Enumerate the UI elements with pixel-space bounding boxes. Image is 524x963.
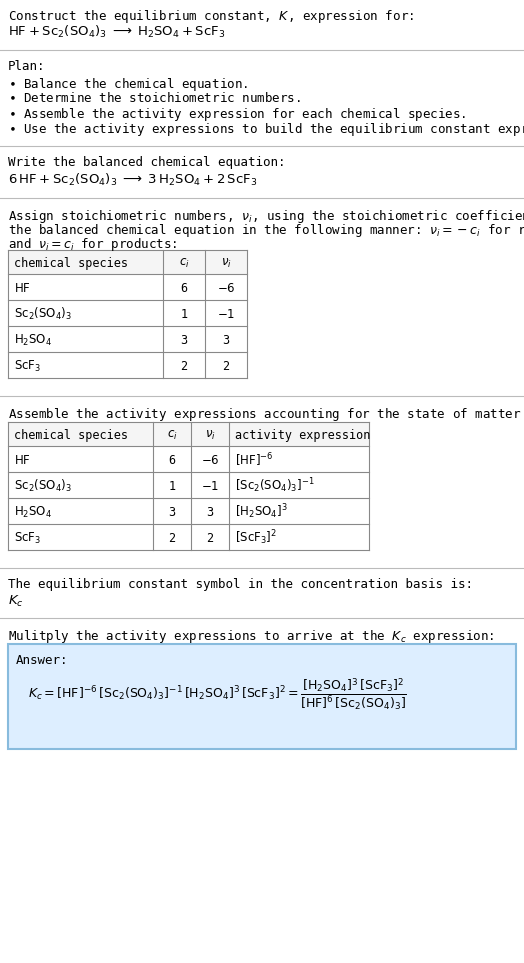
Text: Answer:: Answer:	[16, 654, 69, 667]
Text: 3: 3	[168, 506, 176, 518]
Text: 6: 6	[168, 454, 176, 466]
Text: 2: 2	[168, 532, 176, 544]
Text: $\bullet$ Assemble the activity expression for each chemical species.: $\bullet$ Assemble the activity expressi…	[8, 106, 466, 123]
Text: activity expression: activity expression	[235, 429, 370, 441]
Text: $\mathrm{ScF_3}$: $\mathrm{ScF_3}$	[14, 358, 41, 374]
Text: $K_c$: $K_c$	[8, 594, 24, 610]
Text: $[\mathrm{ScF_3}]^{2}$: $[\mathrm{ScF_3}]^{2}$	[235, 529, 277, 547]
Text: $-1$: $-1$	[217, 307, 235, 321]
Text: Plan:: Plan:	[8, 60, 46, 73]
Text: 1: 1	[180, 307, 188, 321]
Text: $\bullet$ Use the activity expressions to build the equilibrium constant express: $\bullet$ Use the activity expressions t…	[8, 121, 524, 138]
Text: $\mathrm{H_2SO_4}$: $\mathrm{H_2SO_4}$	[14, 505, 52, 520]
Text: 2: 2	[222, 359, 230, 373]
Text: $[\mathrm{HF}]^{-6}$: $[\mathrm{HF}]^{-6}$	[235, 452, 274, 469]
Text: $[\mathrm{Sc_2(SO_4)_3}]^{-1}$: $[\mathrm{Sc_2(SO_4)_3}]^{-1}$	[235, 477, 314, 495]
Text: 3: 3	[206, 506, 214, 518]
Text: Mulitply the activity expressions to arrive at the $K_c$ expression:: Mulitply the activity expressions to arr…	[8, 628, 495, 645]
Text: $\mathrm{HF} + \mathrm{Sc_2(SO_4)_3} \;\longrightarrow\; \mathrm{H_2SO_4} + \mat: $\mathrm{HF} + \mathrm{Sc_2(SO_4)_3} \;\…	[8, 24, 225, 40]
Text: $[\mathrm{H_2SO_4}]^{3}$: $[\mathrm{H_2SO_4}]^{3}$	[235, 503, 288, 521]
Text: $c_i$: $c_i$	[179, 256, 189, 270]
Text: Assign stoichiometric numbers, $\nu_i$, using the stoichiometric coefficients, $: Assign stoichiometric numbers, $\nu_i$, …	[8, 208, 524, 225]
Text: 6: 6	[180, 281, 188, 295]
Text: Assemble the activity expressions accounting for the state of matter and $\nu_i$: Assemble the activity expressions accoun…	[8, 406, 524, 423]
Text: 3: 3	[180, 333, 188, 347]
Text: $\nu_i$: $\nu_i$	[204, 429, 215, 442]
Text: $\mathrm{Sc_2(SO_4)_3}$: $\mathrm{Sc_2(SO_4)_3}$	[14, 478, 72, 494]
FancyBboxPatch shape	[8, 250, 247, 274]
Text: 1: 1	[168, 480, 176, 492]
Text: $\mathrm{HF}$: $\mathrm{HF}$	[14, 454, 31, 466]
Text: $-1$: $-1$	[201, 480, 219, 492]
Text: $6\,\mathrm{HF} + \mathrm{Sc_2(SO_4)_3} \;\longrightarrow\; 3\,\mathrm{H_2SO_4} : $6\,\mathrm{HF} + \mathrm{Sc_2(SO_4)_3} …	[8, 172, 257, 188]
Text: $\mathrm{HF}$: $\mathrm{HF}$	[14, 281, 31, 295]
Text: 2: 2	[180, 359, 188, 373]
Text: $\mathrm{Sc_2(SO_4)_3}$: $\mathrm{Sc_2(SO_4)_3}$	[14, 306, 72, 322]
Text: $\nu_i$: $\nu_i$	[221, 256, 232, 270]
Text: chemical species: chemical species	[14, 429, 128, 441]
Text: $\mathrm{H_2SO_4}$: $\mathrm{H_2SO_4}$	[14, 332, 52, 348]
Text: $\bullet$ Determine the stoichiometric numbers.: $\bullet$ Determine the stoichiometric n…	[8, 91, 301, 105]
Text: and $\nu_i = c_i$ for products:: and $\nu_i = c_i$ for products:	[8, 236, 177, 253]
Text: $\mathrm{ScF_3}$: $\mathrm{ScF_3}$	[14, 531, 41, 546]
Text: $K_c = [\mathrm{HF}]^{-6}\,[\mathrm{Sc_2(SO_4)_3}]^{-1}\,[\mathrm{H_2SO_4}]^{3}\: $K_c = [\mathrm{HF}]^{-6}\,[\mathrm{Sc_2…	[28, 676, 407, 712]
Text: Write the balanced chemical equation:: Write the balanced chemical equation:	[8, 156, 286, 169]
Text: the balanced chemical equation in the following manner: $\nu_i = -c_i$ for react: the balanced chemical equation in the fo…	[8, 222, 524, 239]
Text: Construct the equilibrium constant, $K$, expression for:: Construct the equilibrium constant, $K$,…	[8, 8, 414, 25]
Text: $\bullet$ Balance the chemical equation.: $\bullet$ Balance the chemical equation.	[8, 76, 248, 93]
Text: $-6$: $-6$	[201, 454, 220, 466]
Text: 3: 3	[222, 333, 230, 347]
Text: $c_i$: $c_i$	[167, 429, 177, 442]
Text: The equilibrium constant symbol in the concentration basis is:: The equilibrium constant symbol in the c…	[8, 578, 473, 591]
FancyBboxPatch shape	[8, 422, 369, 446]
FancyBboxPatch shape	[8, 644, 516, 749]
Text: 2: 2	[206, 532, 214, 544]
Text: $-6$: $-6$	[217, 281, 235, 295]
Text: chemical species: chemical species	[14, 256, 128, 270]
